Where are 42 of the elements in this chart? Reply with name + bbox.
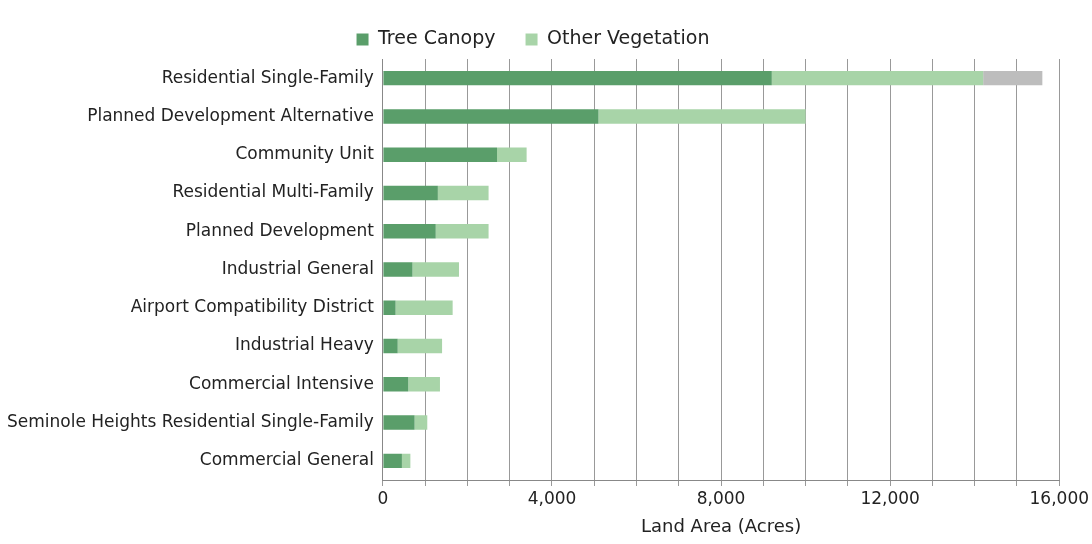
y-tick-label: Airport Compatibility District [130,296,375,317]
bar [383,185,438,201]
bar [598,109,806,124]
x-tick-label: 0 [377,487,389,508]
y-tick-label: Commercial Intensive [189,372,374,393]
bar [383,70,772,86]
bar [383,223,436,239]
x-axis-title: Land Area (Acres) [641,514,802,536]
x-tick-label: 16,000 [1029,487,1089,508]
y-tick-label: Residential Single-Family [161,66,374,87]
bar [408,377,440,392]
y-tick-label: Commercial General [199,449,374,470]
bar [412,262,459,277]
bar [383,300,396,316]
bar [397,338,443,354]
bar [497,147,527,162]
bar [395,300,453,316]
x-tick-label: 12,000 [860,487,920,508]
bar [383,453,402,469]
bar [414,415,428,430]
y-tick-label: Industrial Heavy [234,334,374,355]
bar [435,223,489,239]
y-tick-label: Industrial General [221,257,374,278]
y-tick-label: Community Unit [235,143,375,164]
bar [383,415,415,430]
y-tick-label: Planned Development Alternative [87,104,374,125]
bar [401,453,411,469]
y-tick-label: Planned Development [185,219,375,240]
legend-label: Tree Canopy [377,26,496,49]
bar [383,109,599,124]
legend-label: Other Vegetation [547,26,710,49]
bar [383,147,498,162]
bar [983,70,1043,86]
y-tick-label: Seminole Heights Residential Single-Family [6,411,374,432]
bar [437,185,489,201]
x-tick-label: 4,000 [527,487,577,508]
bar [383,338,398,354]
bar [383,377,409,392]
bar [383,262,413,277]
x-tick-label: 8,000 [696,487,746,508]
bar [771,70,984,86]
y-tick-label: Residential Multi-Family [172,181,374,202]
